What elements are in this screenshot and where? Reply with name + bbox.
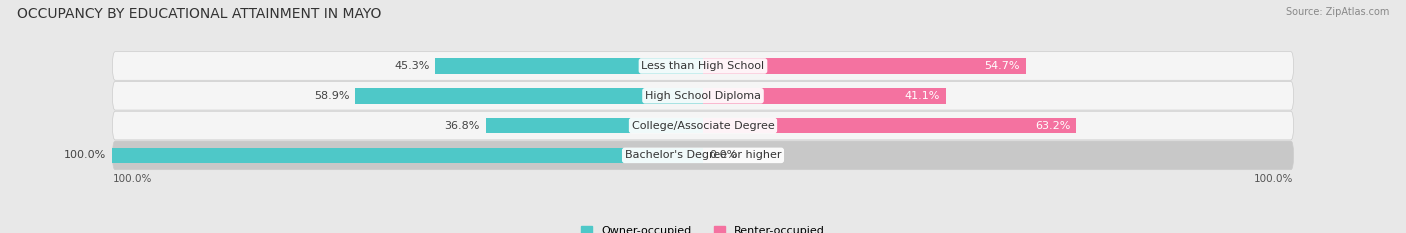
Text: 36.8%: 36.8%	[444, 120, 479, 130]
Text: 41.1%: 41.1%	[904, 91, 939, 101]
Text: 63.2%: 63.2%	[1035, 120, 1070, 130]
Bar	[703, 118, 1076, 133]
FancyBboxPatch shape	[112, 111, 1294, 140]
Bar	[703, 58, 1026, 74]
Text: 100.0%: 100.0%	[65, 150, 107, 160]
Text: 45.3%: 45.3%	[394, 61, 430, 71]
Text: Bachelor's Degree or higher: Bachelor's Degree or higher	[624, 150, 782, 160]
Text: College/Associate Degree: College/Associate Degree	[631, 120, 775, 130]
FancyBboxPatch shape	[112, 141, 1294, 170]
Text: High School Diploma: High School Diploma	[645, 91, 761, 101]
Text: 54.7%: 54.7%	[984, 61, 1021, 71]
Bar	[703, 88, 946, 103]
Bar	[112, 148, 703, 163]
Text: Less than High School: Less than High School	[641, 61, 765, 71]
Bar	[436, 58, 703, 74]
Legend: Owner-occupied, Renter-occupied: Owner-occupied, Renter-occupied	[581, 226, 825, 233]
Text: Source: ZipAtlas.com: Source: ZipAtlas.com	[1285, 7, 1389, 17]
Text: 100.0%: 100.0%	[112, 174, 152, 184]
Bar	[485, 118, 703, 133]
FancyBboxPatch shape	[112, 52, 1294, 80]
Text: 0.0%: 0.0%	[709, 150, 737, 160]
Text: 100.0%: 100.0%	[1254, 174, 1294, 184]
Text: OCCUPANCY BY EDUCATIONAL ATTAINMENT IN MAYO: OCCUPANCY BY EDUCATIONAL ATTAINMENT IN M…	[17, 7, 381, 21]
FancyBboxPatch shape	[112, 82, 1294, 110]
Text: 58.9%: 58.9%	[314, 91, 349, 101]
Bar	[356, 88, 703, 103]
